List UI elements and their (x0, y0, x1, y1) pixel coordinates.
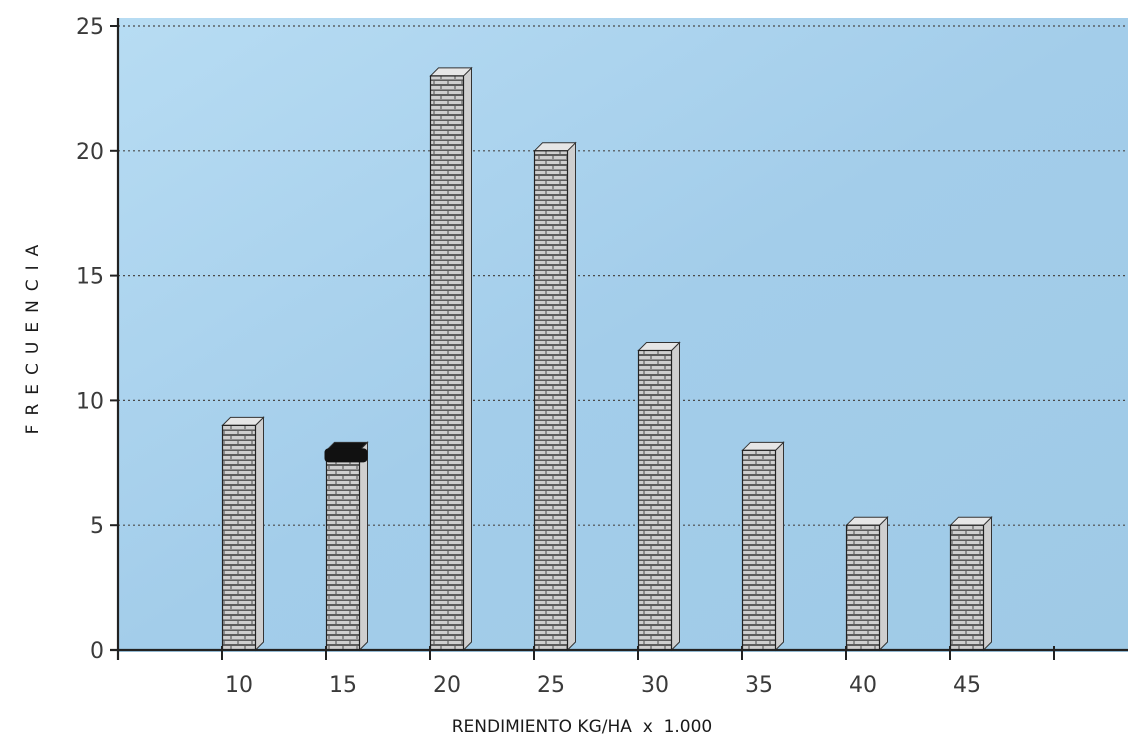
y-axis-title: FRECUENCIA (23, 236, 43, 435)
y-tick-label-0: 0 (90, 639, 104, 664)
y-tick-label-25: 25 (76, 15, 104, 40)
bar-top-10 (221, 416, 265, 426)
bar-45 (949, 515, 993, 652)
x-tick-label-35: 35 (745, 673, 773, 698)
bar-side-20 (463, 66, 472, 652)
bar-40 (845, 515, 889, 652)
bar-front-40 (845, 524, 881, 651)
y-tick-label-10: 10 (76, 389, 104, 414)
bar-20 (429, 66, 473, 652)
bars (221, 66, 993, 652)
y-tick-label-15: 15 (76, 265, 104, 290)
bar-25 (533, 141, 577, 652)
y-tick-label-20: 20 (76, 140, 104, 165)
bar-top-45 (949, 516, 993, 526)
bar-front-35 (741, 449, 777, 651)
bar-side-45 (983, 515, 992, 652)
bar-side-40 (879, 515, 888, 652)
tick-labels: 0 5 10 15 20 25 10 15 20 25 30 35 40 45 (76, 15, 981, 698)
bar-top-20 (429, 67, 473, 77)
bar-top-35 (741, 441, 785, 451)
bar-front-45 (949, 524, 985, 651)
bar-30 (637, 341, 681, 652)
bar-front-10 (221, 424, 257, 651)
x-tick-label-20: 20 (433, 673, 461, 698)
bar-front-25 (533, 150, 569, 651)
bar-side-35 (775, 441, 784, 652)
x-tick-label-25: 25 (537, 673, 565, 698)
x-tick-label-10: 10 (225, 673, 253, 698)
bar-side-10 (255, 416, 264, 652)
bar-15 (324, 441, 369, 652)
bar-front-30 (637, 349, 673, 651)
bar-top-30 (637, 341, 681, 351)
bar-top-25 (533, 142, 577, 152)
y-tick-label-5: 5 (90, 514, 104, 539)
bar-side-15 (359, 441, 368, 652)
bar-front-15 (325, 449, 361, 651)
x-tick-label-45: 45 (953, 673, 981, 698)
x-tick-label-30: 30 (641, 673, 669, 698)
bar-35 (741, 441, 785, 652)
bar-side-25 (567, 141, 576, 652)
bar-front-20 (429, 75, 465, 651)
bar-cap-15 (324, 448, 368, 463)
axes (110, 18, 1128, 660)
x-tick-label-15: 15 (329, 673, 357, 698)
x-axis-title: RENDIMIENTO KG/HA x 1.000 (452, 717, 713, 737)
bar-top-40 (845, 516, 889, 526)
bar-side-30 (671, 341, 680, 652)
bar-10 (221, 416, 265, 652)
x-tick-label-40: 40 (849, 673, 877, 698)
